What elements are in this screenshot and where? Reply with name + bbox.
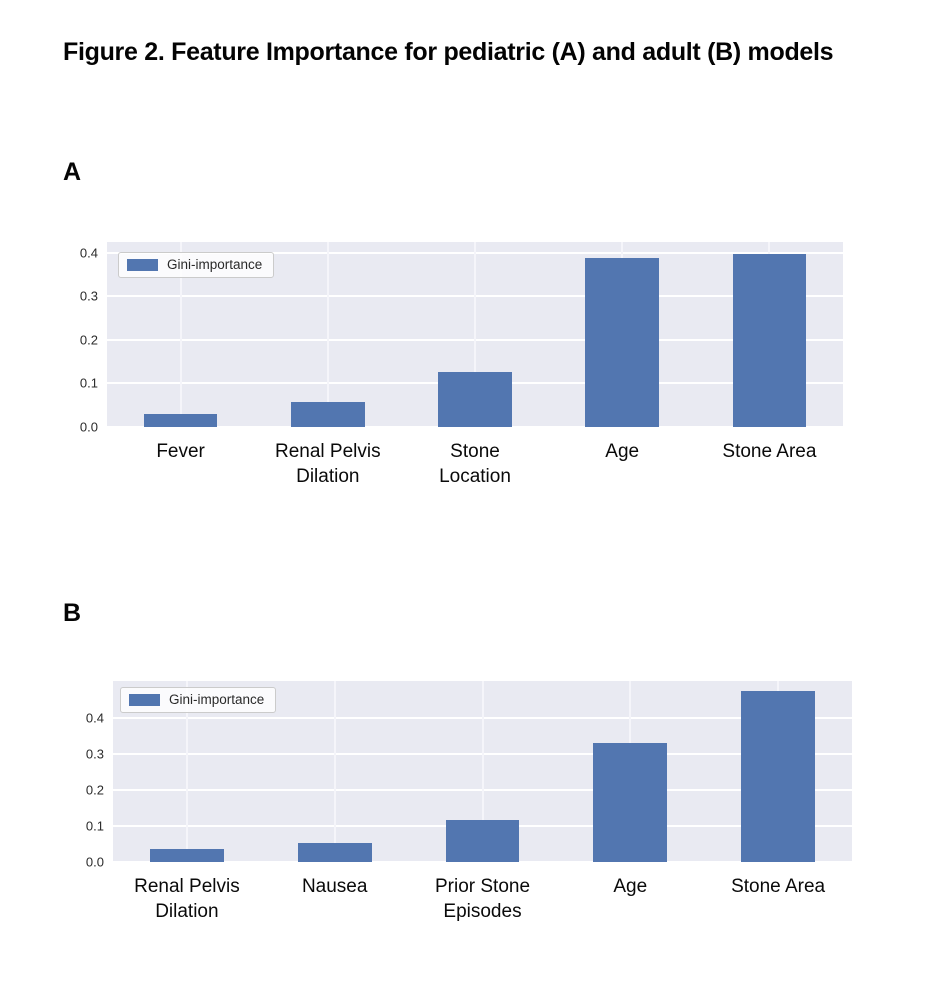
y-tick-label: 0.2	[85, 782, 104, 798]
y-tick-label: 0.3	[85, 746, 104, 762]
bar-stone-area	[732, 254, 807, 427]
y-tick-label: 0.1	[79, 375, 98, 391]
bar-age	[593, 743, 668, 862]
bar-prior-stone-episodes	[445, 819, 520, 862]
x-tick-label: Renal Pelvis Dilation	[275, 441, 381, 487]
x-tick-label: Age	[605, 441, 640, 462]
chart-panel-pediatric: A Gini-importance 0.0 0.1 0.2 0.3 0.4 Fever R…	[63, 158, 843, 487]
gridline-vertical	[474, 242, 476, 427]
x-tick-labels: Renal Pelvis Dilation Nausea Prior Stone Epi…	[113, 874, 852, 924]
legend: Gini-importance	[118, 252, 275, 278]
bar-stone-area	[741, 691, 816, 862]
y-tick-label: 0.0	[85, 854, 104, 870]
y-tick-label: 0.2	[79, 332, 98, 348]
x-tick-label: Prior Stone Episodes	[434, 876, 531, 922]
chart-panel-adult: B Gini-importance 0.0 0.1 0.2 0.3 0.4 Renal …	[63, 599, 852, 922]
y-tick-label: 0.0	[79, 419, 98, 435]
y-tick-label: 0.4	[85, 710, 104, 726]
figure-title: Figure 2. Feature Importance for pediatr…	[63, 38, 834, 66]
legend-swatch-icon	[129, 693, 160, 706]
gridline-vertical	[185, 681, 188, 862]
x-tick-label: Stone Location	[439, 441, 511, 487]
y-tick-label: 0.4	[79, 245, 98, 261]
gridline-horizontal	[107, 426, 843, 428]
bar-renal-pelvis-dilation	[291, 402, 365, 427]
legend: Gini-importance	[120, 687, 277, 713]
x-tick-label: Stone Area	[722, 441, 817, 462]
gridline-horizontal	[113, 861, 852, 863]
legend-label: Gini-importance	[167, 257, 263, 272]
gridline-vertical	[179, 242, 182, 427]
legend-swatch-icon	[127, 258, 158, 271]
panel-label-b: B	[63, 599, 82, 627]
gridline-vertical	[333, 681, 336, 862]
x-tick-label: Renal Pelvis Dilation	[134, 876, 240, 922]
y-tick-label: 0.3	[79, 288, 98, 304]
x-tick-labels: Fever Renal Pelvis Dilation Stone Location Ag…	[107, 439, 843, 489]
bar-renal-pelvis-dilation	[149, 849, 224, 862]
x-tick-label: Fever	[156, 441, 205, 462]
bar-fever	[143, 413, 218, 427]
bar-nausea	[297, 843, 372, 862]
y-tick-label: 0.1	[85, 818, 104, 834]
x-tick-label: Nausea	[301, 876, 368, 897]
plot-area: Gini-importance 0.0 0.1 0.2 0.3 0.4	[80, 242, 843, 434]
gridline-vertical	[481, 681, 484, 862]
bar-stone-location	[438, 372, 512, 427]
legend-label: Gini-importance	[169, 692, 265, 707]
plot-area: Gini-importance 0.0 0.1 0.2 0.3 0.4	[86, 681, 852, 869]
panel-label-a: A	[63, 158, 82, 186]
gridline-vertical	[326, 242, 329, 427]
x-tick-label: Stone Area	[731, 876, 826, 897]
bar-age	[585, 258, 659, 427]
x-tick-label: Age	[613, 876, 648, 897]
